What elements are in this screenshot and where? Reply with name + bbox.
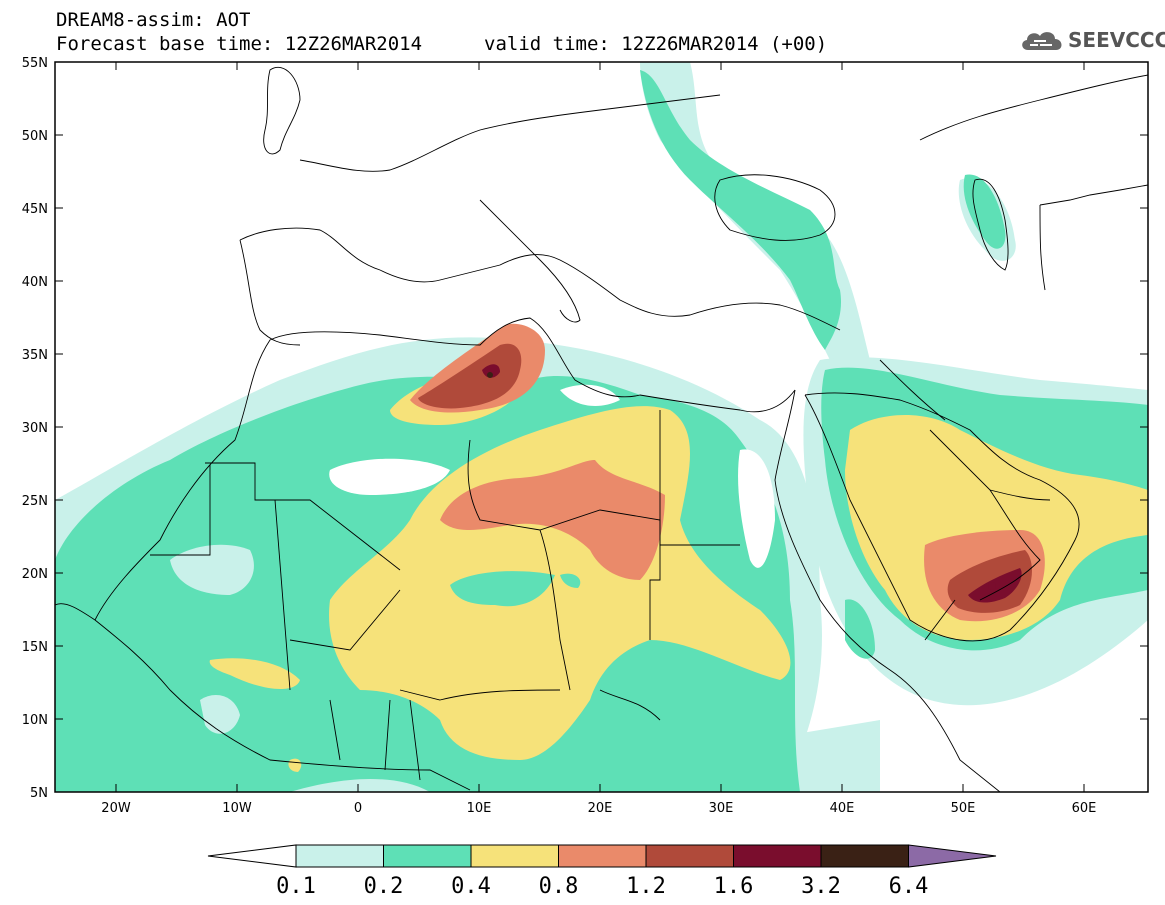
lat-tick-40: 40N: [22, 275, 1148, 290]
lon-label-20e: 20E: [588, 801, 613, 816]
colorbar-label-0.8: 0.8: [539, 874, 579, 899]
lon-label-10e: 10E: [467, 801, 492, 816]
lat-tick-20: 20N: [22, 567, 1148, 582]
aot-contours: [55, 62, 1148, 792]
colorbar: 0.1 0.2 0.4 0.8 1.2 1.6 3.2 6.4: [207, 844, 997, 899]
forecast-base-time: Forecast base time: 12Z26MAR2014: [56, 33, 423, 55]
lat-tick-25: 25N: [22, 494, 1148, 509]
lon-label-40e: 40E: [830, 801, 855, 816]
lon-tick-10w: 10W: [222, 62, 252, 816]
lat-tick-35: 35N: [22, 348, 1148, 363]
aot-yellow-holes: [450, 571, 581, 607]
colorbar-swatch-0.8: [558, 844, 647, 868]
colorbar-swatch-3.2: [820, 844, 909, 868]
lat-label-30n: 30N: [22, 421, 48, 436]
logo-text: SEEVCCC: [1068, 28, 1165, 52]
lat-tick-15: 15N: [22, 640, 1148, 655]
lat-tick-45: 45N: [22, 202, 1148, 217]
lat-tick-10: 10N: [22, 713, 1148, 728]
lat-label-35n: 35N: [22, 348, 48, 363]
lat-label-50n: 50N: [22, 129, 48, 144]
lat-label-20n: 20N: [22, 567, 48, 582]
lat-label-10n: 10N: [22, 713, 48, 728]
lon-label-30e: 30E: [709, 801, 734, 816]
lat-label-45n: 45N: [22, 202, 48, 217]
lon-tick-10e: 10E: [467, 62, 492, 816]
colorbar-label-0.1: 0.1: [276, 874, 316, 899]
lon-tick-0: 0: [354, 62, 362, 816]
lon-tick-40e: 40E: [830, 62, 855, 816]
colorbar-label-1.6: 1.6: [714, 874, 754, 899]
aot-level-3.2: [487, 372, 996, 590]
lon-tick-30e: 30E: [709, 62, 734, 816]
lat-label-15n: 15N: [22, 640, 48, 655]
lat-label-25n: 25N: [22, 494, 48, 509]
cloud-logo-icon: [1022, 32, 1062, 50]
colorbar-label-0.2: 0.2: [364, 874, 404, 899]
colorbar-label-6.4: 6.4: [889, 874, 929, 899]
colorbar-swatch-0.2: [383, 844, 472, 868]
lat-tick-30: 30N: [22, 421, 1148, 436]
lon-tick-60e: 60E: [1072, 62, 1097, 816]
lat-label-5n: 5N: [30, 786, 48, 801]
colorbar-label-1.2: 1.2: [626, 874, 666, 899]
lon-label-60e: 60E: [1072, 801, 1097, 816]
lon-label-0: 0: [354, 801, 362, 816]
colorbar-swatch-1.2: [645, 844, 734, 868]
colorbar-swatch-1.6: [733, 844, 822, 868]
colorbar-arrow-high: [908, 844, 997, 868]
lat-label-55n: 55N: [22, 56, 48, 71]
lon-tick-20e: 20E: [588, 62, 613, 816]
latitude-axis: 55N 50N 45N 40N 35N 30N 25N 20N 15N 10N …: [22, 56, 1148, 801]
map-title: DREAM8-assim: AOT: [56, 9, 251, 31]
longitude-axis: 20W 10W 0 10E 20E 30E 40E 50E 60E: [101, 62, 1096, 816]
colorbar-swatch-0.1: [295, 844, 384, 868]
valid-time: valid time: 12Z26MAR2014 (+00): [484, 33, 828, 55]
colorbar-label-3.2: 3.2: [801, 874, 841, 899]
aot-low-holes: [170, 384, 775, 734]
lat-tick-55: 55N: [22, 56, 1148, 71]
colorbar-swatch-0.4: [470, 844, 559, 868]
lon-label-20w: 20W: [101, 801, 131, 816]
seevccc-logo: SEEVCCC: [1018, 26, 1165, 54]
lat-label-40n: 40N: [22, 275, 48, 290]
aot-level-0.4: [209, 368, 1148, 772]
lat-tick-50: 50N: [22, 129, 1148, 144]
coastlines-borders: [55, 67, 1148, 792]
lon-label-50e: 50E: [951, 801, 976, 816]
lon-tick-20w: 20W: [101, 62, 131, 816]
colorbar-label-0.4: 0.4: [451, 874, 491, 899]
lon-label-10w: 10W: [222, 801, 252, 816]
lat-tick-5: 5N: [30, 786, 48, 801]
colorbar-arrow-low: [207, 844, 297, 868]
lon-tick-50e: 50E: [951, 62, 976, 816]
